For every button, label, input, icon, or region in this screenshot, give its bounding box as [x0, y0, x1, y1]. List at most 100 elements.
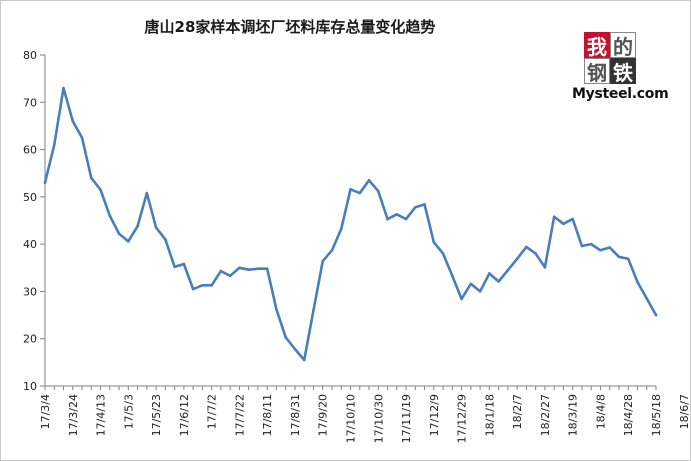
data-point [80, 136, 84, 140]
x-tick-label: 18/2/7 [511, 394, 524, 429]
x-tick-label: 18/5/18 [650, 394, 663, 436]
data-point [580, 244, 584, 248]
data-point [645, 297, 649, 300]
data-point [506, 268, 510, 272]
data-point [201, 283, 204, 287]
x-tick-label: 17/11/19 [400, 394, 413, 443]
data-point [284, 335, 287, 339]
data-point [432, 240, 436, 244]
data-point [654, 313, 658, 317]
data-point [191, 287, 195, 291]
data-point [108, 214, 112, 218]
data-point [478, 290, 482, 293]
x-axis: 17/3/4 17/3/24 17/4/13 17/5/3 17/5/23 17/6/12… [39, 385, 691, 443]
data-point [534, 252, 537, 255]
data-point [71, 119, 75, 123]
data-point [99, 188, 102, 192]
data-point [154, 226, 158, 229]
data-point [608, 246, 612, 249]
data-point [386, 217, 389, 221]
x-tick-label: 18/6/7 [678, 394, 691, 429]
x-tick-label: 17/8/11 [261, 394, 274, 436]
data-point [488, 272, 491, 275]
series-points [43, 86, 658, 362]
x-tick-label: 17/3/4 [39, 394, 52, 429]
y-tick-label: 70 [23, 96, 37, 109]
x-tick-label: 17/6/12 [178, 394, 191, 436]
data-point [589, 242, 593, 246]
data-point [525, 245, 528, 249]
x-tick-label: 17/5/3 [122, 394, 135, 429]
data-point [210, 283, 213, 287]
data-point [312, 309, 315, 312]
data-point [247, 268, 250, 271]
data-point [543, 266, 547, 269]
data-point [414, 205, 417, 209]
data-point [451, 274, 454, 278]
data-point [117, 232, 121, 236]
data-point [127, 240, 130, 243]
data-point [265, 267, 269, 271]
x-tick-label: 17/12/9 [428, 394, 441, 436]
logo-text: Mysteel.com [572, 86, 669, 102]
data-point [275, 308, 278, 311]
x-tick-label: 17/12/29 [456, 394, 469, 443]
logo-glyph-1: 我 [584, 32, 610, 59]
data-point [617, 255, 621, 259]
y-tick-label: 10 [23, 380, 37, 393]
data-point [228, 274, 232, 278]
chart-title: 唐山28家样本调坯厂坯料库存总量变化趋势 [145, 18, 436, 36]
data-point [515, 257, 519, 261]
x-tick-label: 18/1/18 [483, 394, 496, 436]
x-tick-label: 17/7/2 [206, 394, 219, 429]
x-tick-label: 17/3/24 [67, 394, 80, 436]
x-tick-label: 17/9/20 [317, 394, 330, 436]
x-tick-label: 17/10/30 [372, 394, 385, 443]
data-point [636, 280, 639, 284]
data-point [358, 191, 362, 195]
data-point [441, 252, 445, 255]
data-point [43, 181, 47, 184]
x-tick-label: 18/4/8 [594, 394, 607, 429]
data-point [552, 215, 556, 219]
y-tick-label: 30 [23, 285, 37, 298]
x-tick-label: 18/4/28 [622, 394, 635, 436]
x-tick-label: 17/4/13 [95, 394, 108, 436]
data-point [423, 203, 426, 206]
data-point [256, 267, 260, 271]
data-point [460, 297, 463, 301]
data-point [182, 262, 186, 266]
data-point [376, 189, 380, 193]
x-tick-label: 17/8/31 [289, 394, 302, 436]
y-tick-label: 60 [23, 144, 37, 157]
x-tick-label: 17/5/23 [150, 394, 163, 436]
y-tick-label: 80 [23, 49, 37, 62]
mysteel-logo: 我 的 钢 铁 Mysteel.com [572, 32, 669, 106]
data-point [404, 217, 408, 221]
x-tick-label: 18/2/27 [539, 394, 552, 436]
data-point [52, 143, 56, 147]
data-point [302, 358, 306, 362]
y-tick-label: 20 [23, 333, 37, 346]
data-point [469, 282, 473, 286]
data-point [293, 347, 297, 351]
data-point [89, 176, 93, 180]
data-point [62, 86, 65, 90]
data-point [219, 269, 223, 273]
y-axis: 10 20 30 40 50 60 70 80 [23, 49, 46, 393]
data-point [349, 187, 352, 191]
data-point [339, 227, 343, 231]
logo-glyph-4: 铁 [610, 58, 636, 85]
data-point [395, 213, 399, 216]
x-tick-label: 18/3/19 [567, 394, 580, 436]
x-tick-label: 17/7/22 [233, 394, 246, 436]
data-point [599, 248, 602, 252]
logo-glyph-3: 钢 [584, 58, 610, 85]
data-point [238, 266, 241, 270]
x-tick-label: 17/10/10 [345, 394, 358, 443]
data-point [626, 257, 630, 261]
data-point [571, 217, 574, 221]
data-point [497, 280, 500, 283]
data-point [145, 191, 149, 195]
